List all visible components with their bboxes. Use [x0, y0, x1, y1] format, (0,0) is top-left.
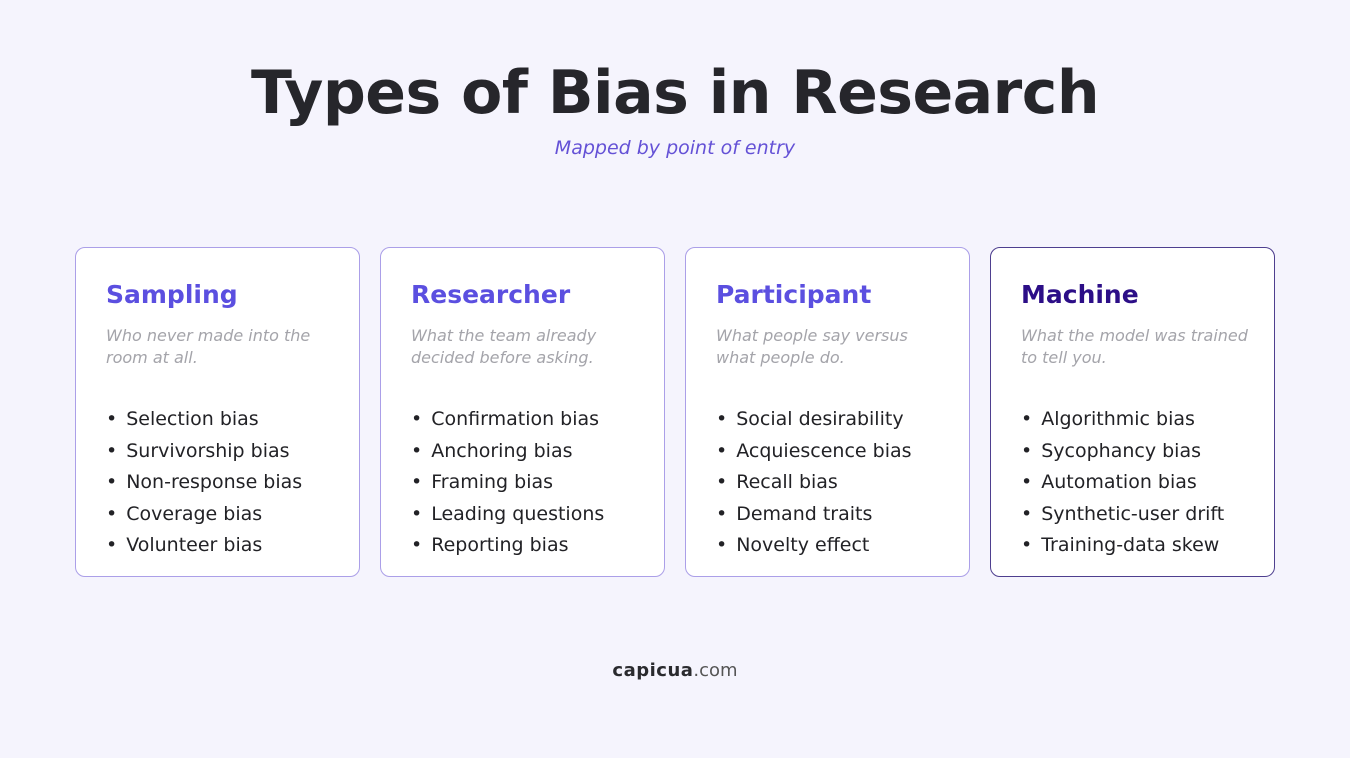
bias-list: Selection biasSurvivorship biasNon-respo…: [106, 404, 359, 562]
card-description: What the model was trained to tell you.: [1021, 326, 1248, 367]
subtitle: Mapped by point of entry: [554, 137, 796, 159]
bias-item: Leading questions: [411, 499, 664, 531]
bias-item: Sycophancy bias: [1021, 436, 1274, 468]
bias-item: Training-data skew: [1021, 530, 1274, 562]
card-description: Who never made into the room at all.: [106, 326, 311, 367]
bias-item: Framing bias: [411, 467, 664, 499]
bias-item: Acquiescence bias: [716, 436, 969, 468]
card-title: Participant: [716, 280, 872, 309]
bias-item: Reporting bias: [411, 530, 664, 562]
card-description: What the team already decided before ask…: [411, 326, 597, 367]
bias-item: Non-response bias: [106, 467, 359, 499]
card: Researcher What the team already decided …: [380, 247, 665, 577]
bias-item: Recall bias: [716, 467, 969, 499]
bias-item: Volunteer bias: [106, 530, 359, 562]
card-title: Researcher: [411, 280, 571, 309]
bias-list: Social desirabilityAcquiescence biasReca…: [716, 404, 969, 562]
card: Sampling Who never made into the room at …: [75, 247, 360, 577]
bias-item: Coverage bias: [106, 499, 359, 531]
card-title: Sampling: [106, 280, 238, 309]
card-description: What people say versus what people do.: [716, 326, 908, 367]
domain: .com: [693, 660, 738, 681]
bias-item: Selection bias: [106, 404, 359, 436]
bias-item: Survivorship bias: [106, 436, 359, 468]
bias-list: Confirmation biasAnchoring biasFraming b…: [411, 404, 664, 562]
brand: capicua: [612, 660, 694, 681]
title: Types of Bias in Research: [250, 58, 1100, 128]
bias-item: Confirmation bias: [411, 404, 664, 436]
bias-item: Automation bias: [1021, 467, 1274, 499]
bias-item: Synthetic-user drift: [1021, 499, 1274, 531]
bias-item: Anchoring bias: [411, 436, 664, 468]
bias-item: Social desirability: [716, 404, 969, 436]
bias-item: Novelty effect: [716, 530, 969, 562]
card-row: Sampling Who never made into the room at …: [75, 247, 1275, 577]
card-title: Machine: [1021, 280, 1139, 309]
card: Participant What people say versus what p…: [685, 247, 970, 577]
card: Machine What the model was trained to tel…: [990, 247, 1275, 577]
bias-list: Algorithmic biasSycophancy biasAutomatio…: [1021, 404, 1274, 562]
bias-item: Demand traits: [716, 499, 969, 531]
footer: capicua.com: [0, 660, 1350, 681]
bias-item: Algorithmic bias: [1021, 404, 1274, 436]
